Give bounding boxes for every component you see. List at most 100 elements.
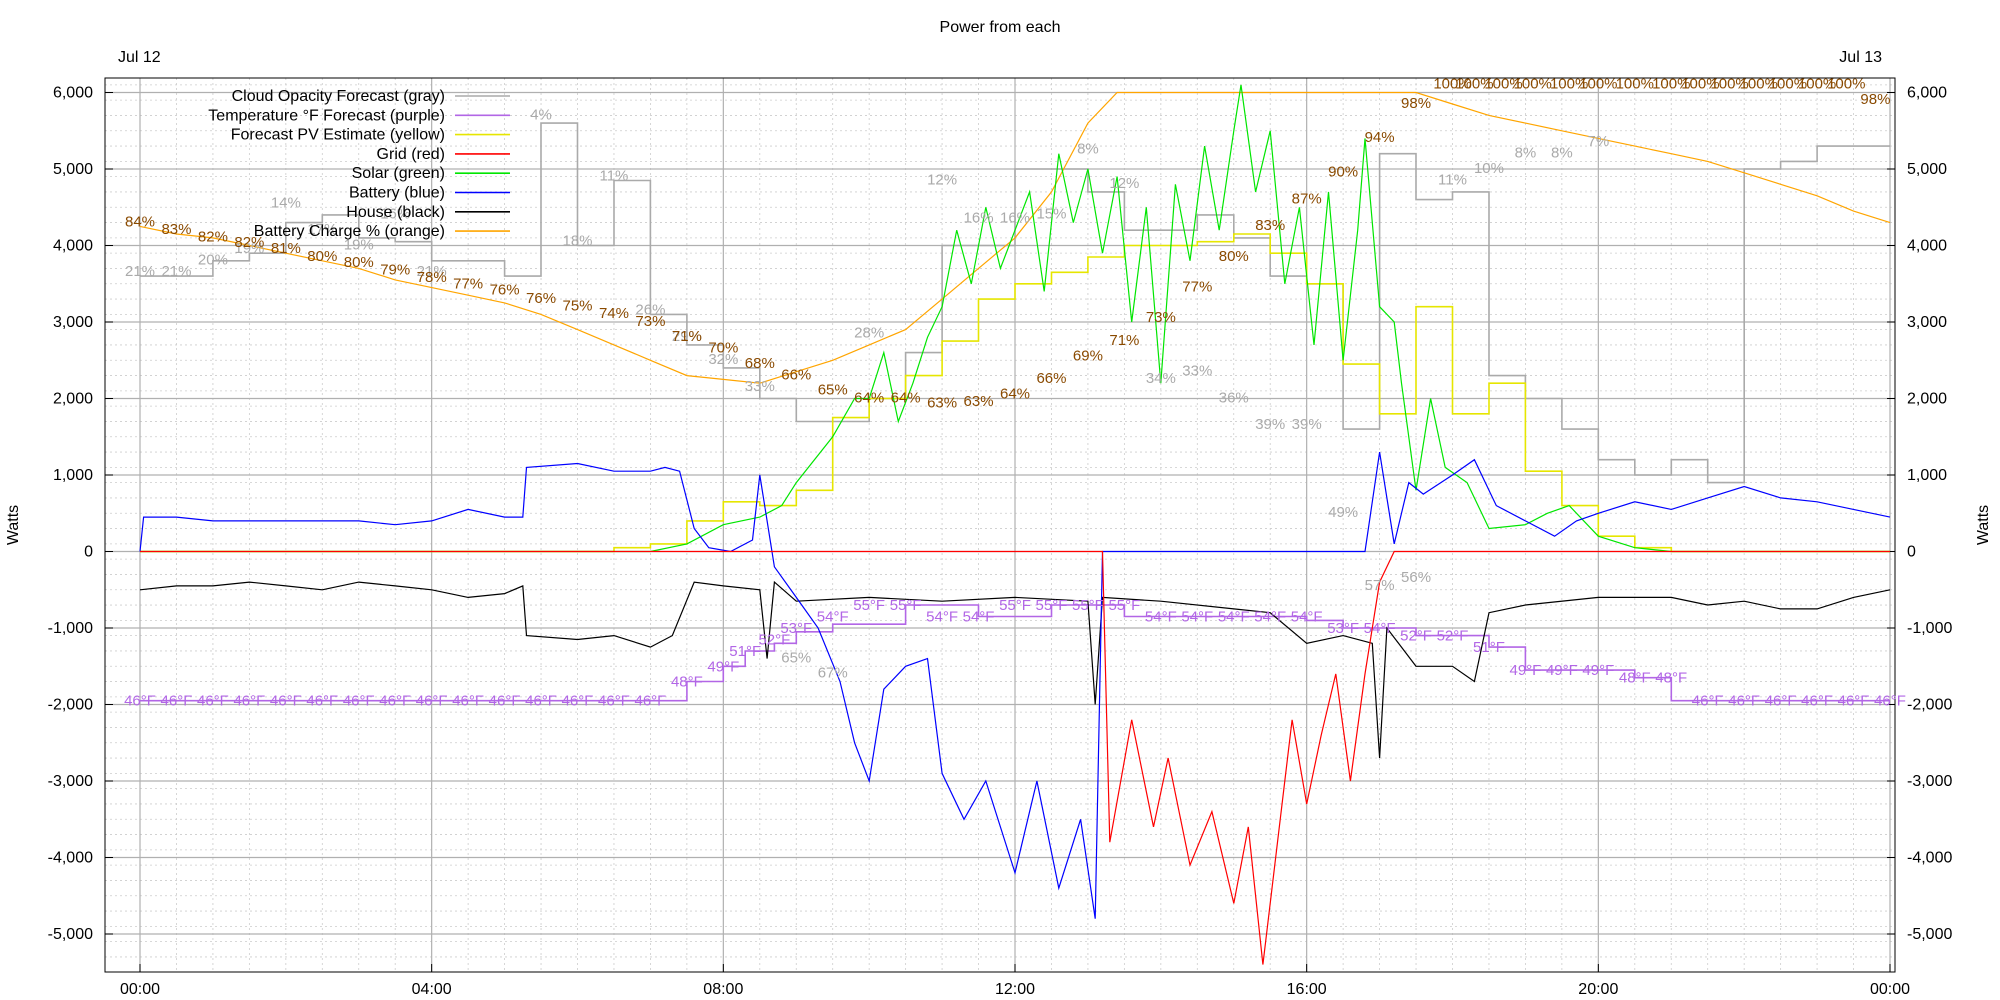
y-tick-label: -4,000 xyxy=(1907,850,1952,867)
cloud-pct-label: 39% xyxy=(1255,416,1285,433)
legend-label: Solar (green) xyxy=(352,165,445,182)
battery-pct-label: 66% xyxy=(781,366,811,383)
battery-pct-label: 90% xyxy=(1328,164,1358,181)
cloud-pct-label: 34% xyxy=(1146,370,1176,387)
legend: Cloud Opacity Forecast (gray) Temperature… xyxy=(208,88,510,240)
battery-pct-label: 98% xyxy=(1401,95,1431,112)
battery-pct-label: 73% xyxy=(1146,309,1176,326)
temperature-label: 46°F xyxy=(343,693,375,710)
battery-pct-label: 79% xyxy=(380,262,410,279)
battery-pct-label: 100% xyxy=(1827,76,1865,93)
battery-pct-label: 73% xyxy=(635,313,665,330)
temperature-label: 54°F xyxy=(963,609,995,626)
battery-pct-label: 64% xyxy=(1000,386,1030,403)
chart-title: Power from each xyxy=(940,19,1061,36)
battery-pct-label: 100% xyxy=(1769,76,1807,93)
y-tick-label: 3,000 xyxy=(1907,314,1947,331)
series-grid-red xyxy=(140,550,1890,965)
cloud-pct-label: 32% xyxy=(708,351,738,368)
y-tick-label: -2,000 xyxy=(1907,697,1952,714)
temperature-label: 46°F xyxy=(1765,693,1797,710)
battery-pct-label: 70% xyxy=(708,340,738,357)
temperature-label: 54°F xyxy=(1254,609,1286,626)
battery-pct-label: 80% xyxy=(1219,248,1249,265)
y-tick-label: 5,000 xyxy=(1907,161,1947,178)
battery-pct-label: 100% xyxy=(1455,76,1493,93)
temperature-label: 51°F xyxy=(729,643,761,660)
battery-pct-label: 83% xyxy=(161,221,191,238)
temperature-label: 54°F xyxy=(1291,609,1323,626)
temperature-label: 55°F xyxy=(853,597,885,614)
battery-pct-label: 64% xyxy=(854,389,884,406)
cloud-pct-label: 36% xyxy=(1219,389,1249,406)
series-temperature-f-forecast-purple xyxy=(140,604,1890,702)
battery-pct-label: 100% xyxy=(1681,76,1719,93)
y-tick-label: -2,000 xyxy=(48,697,93,714)
cloud-pct-label: 17% xyxy=(307,221,337,238)
y-tick-label: -5,000 xyxy=(48,926,93,943)
battery-pct-label: 77% xyxy=(1182,278,1212,295)
battery-pct-label: 80% xyxy=(307,248,337,265)
temperature-label: 48°F xyxy=(671,674,703,691)
cloud-pct-label: 33% xyxy=(1182,363,1212,380)
temperature-label: 46°F xyxy=(270,693,302,710)
battery-pct-label: 68% xyxy=(745,355,775,372)
temperature-label: 54°F xyxy=(1364,620,1396,637)
cloud-pct-label: 15% xyxy=(1036,206,1066,223)
y-axis-label-left: Watts xyxy=(5,505,22,545)
cloud-pct-label: 33% xyxy=(745,378,775,395)
temperature-label: 55°F xyxy=(1036,597,1068,614)
cloud-pct-label: 11% xyxy=(1438,171,1467,188)
y-tick-label: 1,000 xyxy=(53,467,93,484)
series-battery-charge-orange xyxy=(139,91,1891,384)
y-tick-label: -4,000 xyxy=(48,850,93,867)
temperature-label: 55°F xyxy=(890,597,922,614)
battery-pct-label: 63% xyxy=(927,395,957,412)
grid-lines xyxy=(105,78,1895,972)
temperature-label: 52°F xyxy=(1400,628,1432,645)
y-tick-label: 6,000 xyxy=(53,85,93,102)
temperature-label: 55°F xyxy=(999,597,1031,614)
series-solar-green xyxy=(140,84,1890,553)
cloud-pct-label: 8% xyxy=(1515,145,1537,162)
cloud-pct-label: 11% xyxy=(599,167,628,184)
temperature-label: 52°F xyxy=(1437,628,1469,645)
temperature-label: 46°F xyxy=(1728,693,1760,710)
cloud-pct-label: 7% xyxy=(1587,133,1609,150)
cloud-pct-label: 8% xyxy=(1077,141,1099,158)
battery-pct-label: 76% xyxy=(490,281,520,298)
battery-pct-label: 100% xyxy=(1740,76,1778,93)
x-tick-label: 16:00 xyxy=(1287,981,1327,998)
temperature-label: 46°F xyxy=(416,693,448,710)
cloud-pct-label: 21% xyxy=(161,263,191,280)
temperature-label: 46°F xyxy=(306,693,338,710)
legend-label: Battery Charge % (orange) xyxy=(254,223,445,240)
battery-pct-label: 78% xyxy=(417,269,447,286)
x-tick-label: 00:00 xyxy=(1870,981,1910,998)
legend-label: Battery (blue) xyxy=(349,185,445,202)
temperature-label: 46°F xyxy=(233,693,265,710)
temperature-label: 48°F xyxy=(1619,670,1651,687)
series-house-black xyxy=(139,580,1891,759)
temperature-label: 46°F xyxy=(1838,693,1870,710)
temperature-label: 55°F xyxy=(1072,597,1104,614)
cloud-pct-label: 57% xyxy=(1365,577,1395,594)
cloud-pct-label: 18% xyxy=(562,233,592,250)
battery-pct-label: 81% xyxy=(271,240,301,257)
battery-pct-label: 98% xyxy=(1860,91,1890,108)
y-tick-label: 1,000 xyxy=(1907,467,1947,484)
x-tick-label: 20:00 xyxy=(1578,981,1618,998)
cloud-pct-label: 16% xyxy=(380,206,410,223)
battery-pct-label: 83% xyxy=(1255,217,1285,234)
y-tick-label: 2,000 xyxy=(1907,391,1947,408)
battery-pct-label: 100% xyxy=(1652,76,1690,93)
y-tick-label: 4,000 xyxy=(1907,238,1947,255)
temperature-label: 54°F xyxy=(817,609,849,626)
temperature-label: 46°F xyxy=(161,693,193,710)
temperature-label: 49°F xyxy=(1509,662,1541,679)
temperature-label: 46°F xyxy=(634,693,666,710)
temperature-label: 49°F xyxy=(1546,662,1578,679)
cloud-pct-label: 4% xyxy=(530,106,552,123)
cloud-pct-label: 12% xyxy=(1109,175,1139,192)
